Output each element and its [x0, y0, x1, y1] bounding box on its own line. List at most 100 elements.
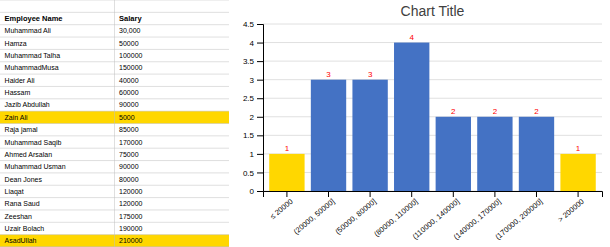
tick-mark: [257, 191, 263, 192]
table-cell: 175000: [119, 213, 142, 220]
plot: 0 0.5 1 1.5 2 2.5 3 3.5 4 4.5 ≤ 20000(20000, 50000…: [243, 20, 603, 241]
data-label: 4: [409, 33, 414, 42]
data-label: 1: [576, 144, 581, 153]
tick: 1.5: [243, 131, 263, 140]
tick-label: 3: [250, 76, 255, 85]
tick-mark: [257, 98, 263, 99]
tick-mark: [257, 61, 263, 62]
tick-label: 3.5: [243, 57, 255, 66]
tick: 2.5: [243, 94, 263, 103]
bars: [269, 43, 596, 191]
tick-label: (20000, 50000]: [292, 197, 336, 236]
table: Employee NameSalaryMuhammad Ali30,000Ham…: [0, 0, 229, 247]
tick: 0.5: [243, 169, 263, 178]
table-cell: 85000: [119, 126, 139, 133]
tick-mark: [411, 191, 412, 197]
table-cell: 90000: [119, 163, 139, 170]
table-cell: MuhammadMusa: [5, 64, 59, 71]
tick: > 200000: [556, 191, 586, 224]
data-labels: 13342221: [285, 33, 581, 153]
tick-mark: [257, 135, 263, 136]
data-label: 2: [493, 107, 498, 116]
table-cell: 190000: [119, 225, 142, 232]
tick-mark: [328, 191, 329, 197]
bar: [269, 154, 304, 191]
tick-label: 4: [250, 39, 255, 48]
tick-label: ≤ 20000: [268, 197, 295, 221]
tick: 3.5: [243, 57, 263, 66]
table-cell: 120000: [119, 188, 142, 195]
x-axis: ≤ 20000(20000, 50000](50000, 80000](8000…: [264, 191, 603, 242]
tick-label: 1.5: [243, 131, 255, 140]
table-cell: 120000: [119, 200, 142, 207]
grid-line: [263, 61, 602, 62]
tick-mark: [578, 191, 579, 197]
tick: (170000, 200000]: [493, 191, 544, 242]
tick-mark: [257, 117, 263, 118]
tick-label: 1: [250, 150, 255, 159]
table-cell: 40000: [119, 77, 139, 84]
data-label: 3: [368, 70, 373, 79]
chart: Employee NameSalaryMuhammad Ali30,000Ham…: [0, 0, 610, 247]
table-cell: 75000: [119, 151, 139, 158]
title: Chart Title: [401, 3, 465, 19]
table-cell: 50000: [119, 40, 139, 47]
table-cell: Raja jamal: [5, 126, 39, 134]
tick-mark: [453, 191, 454, 197]
table-cell: Muhammad Talha: [5, 52, 61, 59]
tick: 4: [250, 39, 263, 48]
bar: [394, 43, 429, 191]
tick-mark: [494, 191, 495, 197]
bar: [352, 80, 387, 191]
table-cell: Liaqat: [5, 188, 24, 196]
table-header: Salary: [119, 14, 142, 23]
tick-label: 4.5: [243, 20, 255, 29]
tick-label: (170000, 200000]: [493, 197, 544, 242]
y-axis: 0 0.5 1 1.5 2 2.5 3 3.5 4 4.5: [243, 20, 264, 196]
tick-mark: [370, 191, 371, 197]
table-cell: 60000: [119, 89, 139, 96]
table-header: Employee Name: [5, 14, 63, 23]
table-cell: Haider Ali: [5, 77, 35, 84]
table-cell: 100000: [119, 52, 142, 59]
table-cell: Uzair Bolach: [5, 225, 45, 232]
tick-label: > 200000: [556, 197, 586, 224]
tick-mark: [257, 24, 263, 25]
tick: 0: [250, 187, 263, 196]
table-cell: 170000: [119, 139, 142, 146]
bar: [436, 117, 471, 191]
data-label: 2: [534, 107, 539, 116]
tick: 2: [250, 113, 263, 122]
tick-mark: [286, 191, 287, 197]
tick-mark: [257, 172, 263, 173]
tick: (20000, 50000]: [292, 191, 336, 236]
tick-label: 2.5: [243, 94, 255, 103]
bar: [560, 154, 595, 191]
table-cell: AsadUllah: [5, 237, 37, 244]
bar: [477, 117, 512, 191]
table-cell: 80000: [119, 176, 139, 183]
grid-line: [263, 42, 602, 43]
data-label: 2: [451, 107, 456, 116]
tick-mark: [257, 43, 263, 44]
table-cell: Muhammad Saqib: [5, 139, 62, 147]
table-cell: Zain Ali: [5, 114, 28, 121]
table-cell: 150000: [119, 64, 142, 71]
table-cell: Zeeshan: [5, 213, 32, 220]
table-rule: [114, 0, 115, 247]
tick-label: 0: [250, 187, 255, 196]
bar: [519, 117, 554, 191]
data-label: 3: [326, 70, 331, 79]
tick-mark: [257, 154, 263, 155]
tick-label: 0.5: [243, 169, 255, 178]
table-cell: 30,000: [119, 27, 141, 34]
tick: 1: [250, 150, 263, 159]
tick-label: (50000, 80000]: [333, 197, 377, 236]
table-cell: Muhammad Usman: [5, 163, 66, 170]
axis-line: [264, 192, 603, 198]
tick: 3: [250, 76, 263, 85]
table-cell: Hamza: [5, 40, 27, 47]
tick-mark: [536, 191, 537, 197]
table-cell: Ahmed Arsalan: [5, 151, 53, 158]
tick: 4.5: [243, 20, 263, 29]
